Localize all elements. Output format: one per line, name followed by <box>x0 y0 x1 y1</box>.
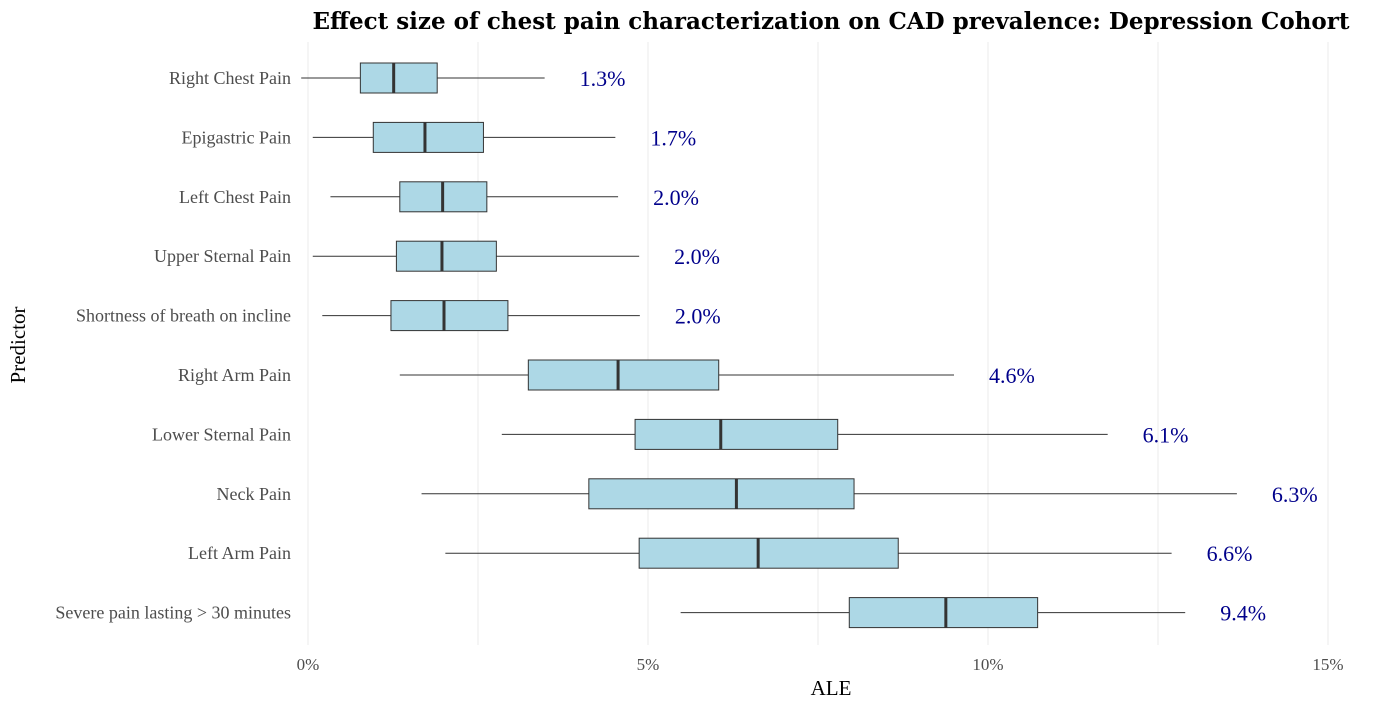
value-label: 4.6% <box>989 363 1035 388</box>
chart-title: Effect size of chest pain characterizati… <box>313 8 1350 35</box>
value-label: 1.3% <box>580 66 626 91</box>
category-label: Left Chest Pain <box>179 187 291 207</box>
box-8: 6.3% <box>421 478 1318 510</box>
box <box>527 359 720 391</box>
y-axis-title: Predictor <box>6 307 30 384</box>
value-label: 1.7% <box>650 125 696 150</box>
box-9: 6.6% <box>445 537 1253 569</box>
box <box>634 418 839 450</box>
value-label: 6.6% <box>1207 541 1253 566</box>
box-10: 9.4% <box>680 597 1266 629</box>
x-tick-labels: 0% 5% 10% 15% <box>297 655 1344 674</box>
category-label: Left Arm Pain <box>188 543 291 563</box>
box <box>359 62 438 94</box>
box <box>390 300 509 332</box>
box-1: 1.3% <box>301 62 626 94</box>
box-4: 2.0% <box>312 240 720 272</box>
box-2: 1.7% <box>312 121 696 153</box>
box <box>848 597 1039 629</box>
category-label: Severe pain lasting > 30 minutes <box>55 603 291 623</box>
value-label: 2.0% <box>675 304 721 329</box>
value-label: 2.0% <box>674 244 720 269</box>
boxes: 1.3% 1.7% 2.0% 2.0% 2.0% 4.6% 6.1% 6.3% 6.6% 9.4% <box>301 62 1318 629</box>
x-tick-label: 15% <box>1312 655 1343 674</box>
x-tick-label: 0% <box>297 655 320 674</box>
category-label: Right Arm Pain <box>178 365 291 385</box>
box-6: 4.6% <box>399 359 1035 391</box>
box <box>372 121 484 153</box>
box-5: 2.0% <box>322 300 721 332</box>
category-label: Lower Sternal Pain <box>152 424 291 444</box>
category-label: Neck Pain <box>217 484 291 504</box>
value-label: 6.3% <box>1272 482 1318 507</box>
value-label: 6.1% <box>1143 422 1189 447</box>
box <box>638 537 899 569</box>
x-tick-label: 5% <box>637 655 660 674</box>
category-label: Upper Sternal Pain <box>154 246 291 266</box>
value-label: 9.4% <box>1220 601 1266 626</box>
category-label: Epigastric Pain <box>182 127 291 147</box>
value-label: 2.0% <box>653 185 699 210</box>
box-3: 2.0% <box>330 181 699 213</box>
x-axis-title: ALE <box>811 676 852 700</box>
category-label: Right Chest Pain <box>169 68 291 88</box>
box <box>395 240 497 272</box>
box <box>588 478 855 510</box>
category-label: Shortness of breath on incline <box>76 306 291 326</box>
category-labels: Right Chest Pain Epigastric Pain Left Ches… <box>55 68 291 623</box>
x-tick-label: 10% <box>972 655 1003 674</box>
box-7: 6.1% <box>501 418 1189 450</box>
